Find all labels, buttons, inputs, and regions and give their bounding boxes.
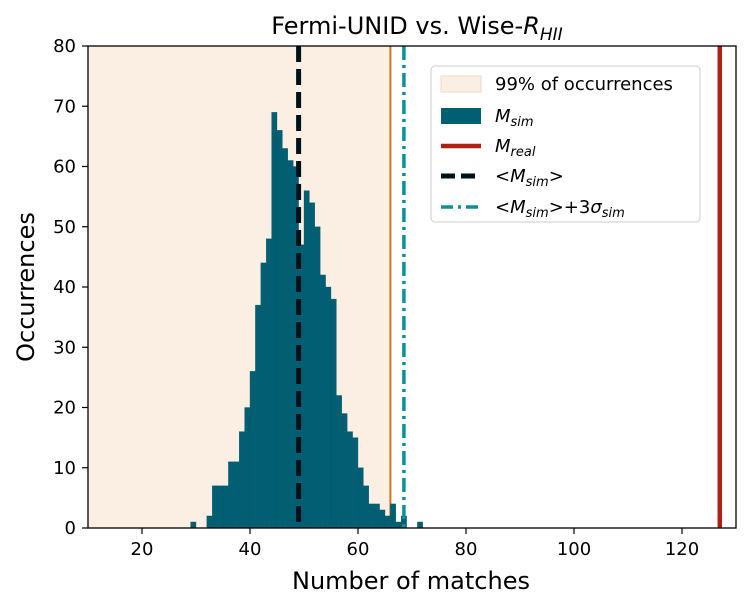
y-tick-label: 50 bbox=[53, 217, 76, 238]
y-tick-label: 40 bbox=[53, 277, 76, 298]
histogram-bar bbox=[374, 503, 380, 529]
histogram-bar bbox=[368, 503, 375, 529]
legend-swatch bbox=[440, 75, 482, 93]
histogram-bar bbox=[190, 521, 197, 529]
histogram-bar bbox=[309, 202, 315, 529]
chart-title: Fermi-UNID vs. Wise-RHII bbox=[271, 12, 562, 45]
histogram-bar bbox=[249, 371, 256, 529]
x-tick-label: 20 bbox=[131, 539, 154, 560]
histogram-bar bbox=[222, 485, 229, 529]
legend-item-shade: 99% of occurrences bbox=[440, 74, 673, 95]
histogram-bar bbox=[206, 515, 213, 529]
legend-item-mean: <Msim> bbox=[441, 166, 564, 190]
legend-item-hist: Msim bbox=[441, 106, 534, 130]
histogram-bar bbox=[303, 190, 310, 529]
histogram-bar bbox=[395, 521, 402, 529]
histogram-bar bbox=[390, 503, 396, 529]
y-tick-label: 0 bbox=[65, 518, 76, 539]
x-tick-label: 120 bbox=[665, 539, 699, 560]
y-tick-label: 10 bbox=[53, 458, 76, 479]
y-tick-label: 30 bbox=[53, 337, 76, 358]
legend-item-sigma: <Msim>+3σsim bbox=[441, 197, 625, 221]
legend-label: Mreal bbox=[495, 136, 536, 160]
x-tick-label: 100 bbox=[557, 539, 591, 560]
histogram-bar bbox=[314, 226, 321, 529]
legend-swatch bbox=[441, 108, 481, 124]
x-tick-label: 40 bbox=[239, 539, 262, 560]
histogram-bar bbox=[417, 521, 423, 529]
histogram-bar bbox=[212, 485, 218, 529]
y-axis-label: Occurrences bbox=[12, 212, 40, 362]
histogram-bar bbox=[266, 238, 272, 529]
legend-label: Msim bbox=[495, 106, 534, 130]
histogram-bar bbox=[320, 274, 326, 529]
histogram-bar bbox=[325, 286, 332, 529]
legend: 99% of occurrences Msim Mreal <Msim> <Msim>+… bbox=[430, 65, 701, 223]
y-tick-label: 70 bbox=[53, 96, 76, 117]
histogram-bar bbox=[347, 431, 353, 529]
histogram-bar bbox=[363, 485, 369, 529]
histogram-bar bbox=[330, 298, 337, 529]
plot-area bbox=[88, 46, 723, 529]
x-tick-label: 80 bbox=[455, 539, 478, 560]
histogram-bar bbox=[260, 262, 267, 529]
histogram-bar bbox=[276, 130, 283, 529]
histogram-bar bbox=[228, 461, 234, 529]
histogram-bar bbox=[217, 485, 224, 529]
histogram-bar bbox=[379, 509, 386, 529]
y-tick-label: 60 bbox=[53, 157, 76, 178]
histogram-bar bbox=[233, 461, 240, 529]
histogram-bar bbox=[384, 515, 391, 529]
x-tick-label: 60 bbox=[347, 539, 370, 560]
histogram-bar bbox=[341, 413, 348, 529]
legend-label: <Msim>+3σsim bbox=[495, 197, 625, 221]
legend-label: 99% of occurrences bbox=[495, 74, 673, 95]
histogram-bar bbox=[271, 112, 278, 529]
legend-box bbox=[430, 65, 701, 223]
histogram-bar bbox=[244, 407, 251, 529]
axes: 20 40 60 80 100 120 0 10 20 30 40 50 60 70 80 bbox=[53, 36, 737, 560]
legend-item-real: Mreal bbox=[441, 136, 536, 160]
histogram-bar bbox=[357, 467, 364, 529]
x-axis-label: Number of matches bbox=[292, 567, 530, 595]
histogram-bar bbox=[282, 148, 288, 529]
legend-label: <Msim> bbox=[495, 166, 564, 190]
histogram-bar bbox=[336, 395, 342, 529]
histogram-bar bbox=[352, 437, 359, 529]
y-tick-label: 20 bbox=[53, 398, 76, 419]
histogram-bar bbox=[287, 160, 294, 529]
y-tick-label: 80 bbox=[53, 36, 76, 57]
histogram-bar bbox=[255, 304, 261, 529]
histogram-bar bbox=[239, 431, 245, 529]
